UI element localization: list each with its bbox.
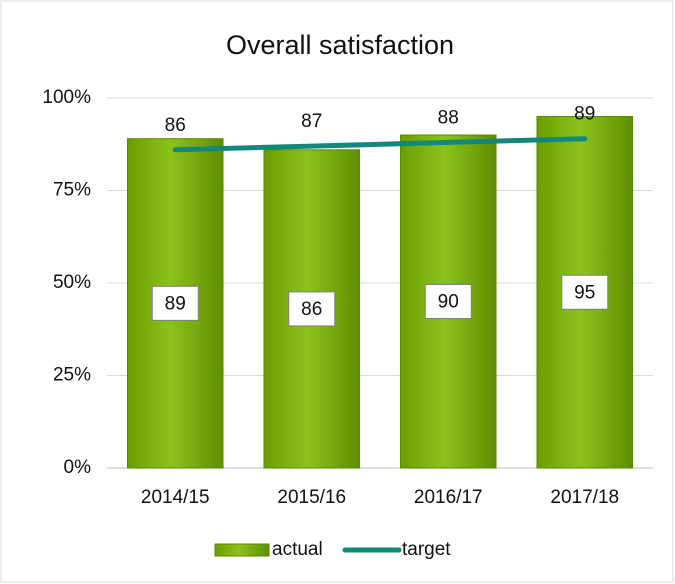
x-tick-label: 2016/17	[414, 487, 483, 508]
data-label: 89	[574, 104, 595, 125]
y-tick-label: 50%	[53, 272, 91, 293]
data-label: 88	[438, 107, 459, 128]
data-label-box	[151, 285, 199, 321]
data-label: 87	[301, 111, 322, 132]
data-label: 86	[301, 299, 322, 320]
legend-label: target	[402, 539, 451, 560]
legend-label: actual	[272, 539, 323, 560]
data-label: 95	[574, 282, 595, 303]
data-label: 86	[165, 115, 186, 136]
data-label-box	[424, 284, 472, 319]
data-label-box	[561, 274, 609, 310]
data-label: 90	[438, 292, 459, 313]
y-tick-label: 25%	[53, 365, 91, 386]
y-tick-label: 75%	[53, 180, 91, 201]
data-label-box	[288, 291, 336, 327]
y-tick-label: 0%	[64, 457, 92, 478]
data-label: 89	[165, 293, 186, 314]
legend-swatch	[214, 543, 270, 557]
line	[172, 136, 588, 153]
x-tick-label: 2017/18	[550, 487, 619, 508]
chart-title: Overall satisfaction	[226, 30, 454, 60]
y-tick-label: 100%	[42, 87, 91, 108]
x-tick-label: 2015/16	[277, 487, 346, 508]
x-tick-label: 2014/15	[141, 487, 210, 508]
